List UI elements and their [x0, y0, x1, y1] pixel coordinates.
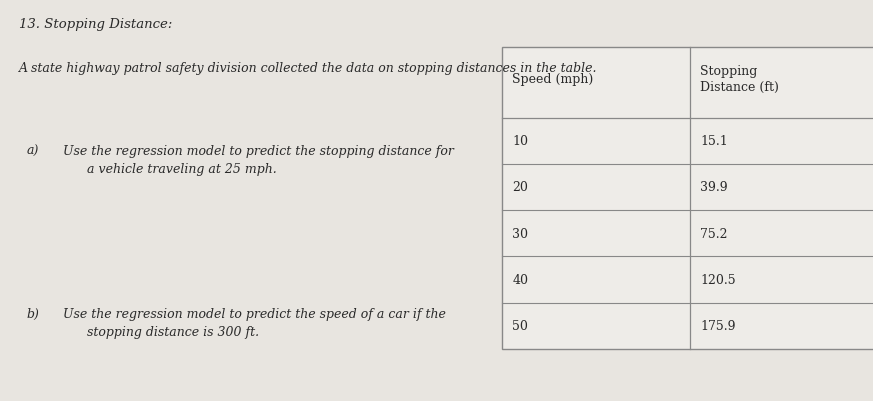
Text: Use the regression model to predict the stopping distance for
      a vehicle tr: Use the regression model to predict the … [63, 144, 454, 175]
Text: 13. Stopping Distance:: 13. Stopping Distance: [19, 18, 173, 31]
Text: 40: 40 [512, 273, 528, 286]
Text: 50: 50 [512, 319, 528, 332]
Text: 120.5: 120.5 [700, 273, 736, 286]
Text: Speed (mph): Speed (mph) [512, 73, 594, 86]
Text: 20: 20 [512, 181, 528, 194]
Text: 30: 30 [512, 227, 528, 240]
Text: Use the regression model to predict the speed of a car if the
      stopping dis: Use the regression model to predict the … [63, 307, 446, 338]
Text: 39.9: 39.9 [700, 181, 728, 194]
Text: a): a) [26, 144, 38, 157]
Text: Stopping
Distance (ft): Stopping Distance (ft) [700, 65, 779, 94]
Text: 15.1: 15.1 [700, 135, 728, 148]
Text: 10: 10 [512, 135, 528, 148]
Text: b): b) [26, 307, 39, 320]
Text: 175.9: 175.9 [700, 319, 736, 332]
Text: A state highway patrol safety division collected the data on stopping distances : A state highway patrol safety division c… [19, 62, 598, 75]
Text: 75.2: 75.2 [700, 227, 728, 240]
